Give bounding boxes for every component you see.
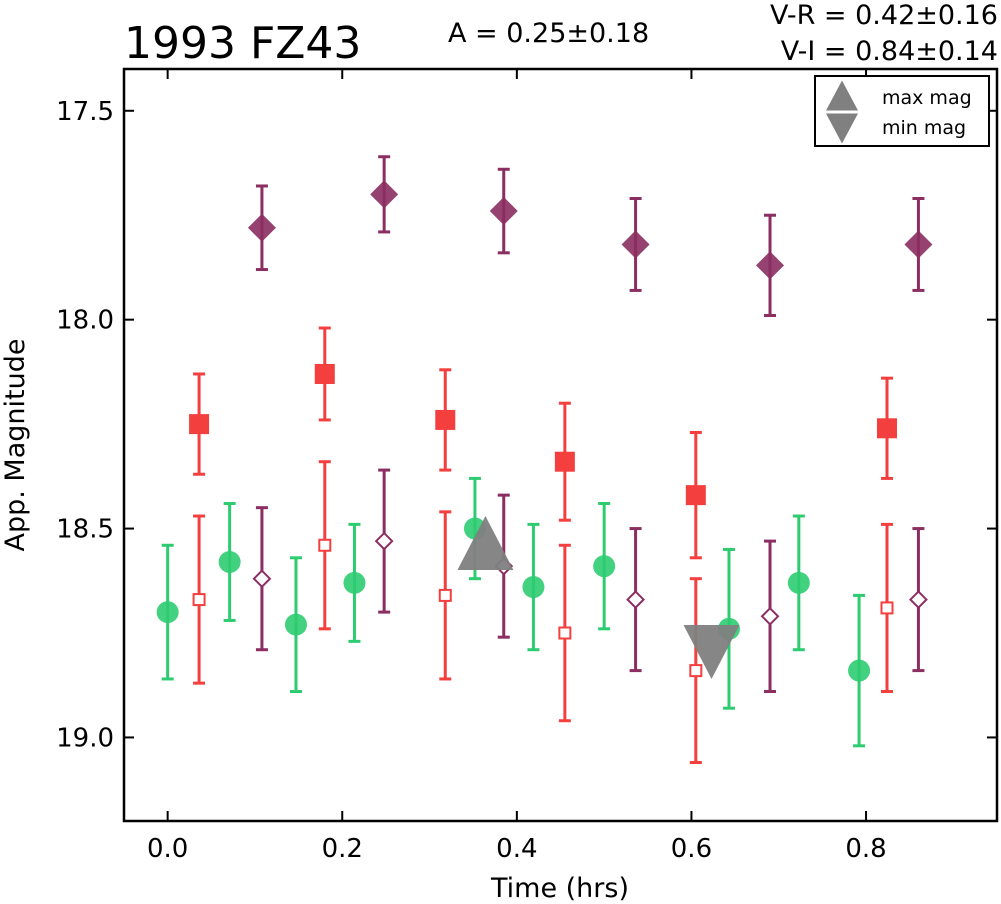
data-point-s1-p5 — [877, 418, 898, 439]
data-point-s3-p5 — [904, 230, 933, 259]
data-point-s2-p3 — [558, 626, 572, 640]
data-point-s0-p3 — [343, 571, 366, 594]
x-axis-label: Time (hrs) — [490, 873, 629, 904]
vi-color-annotation: V-I = 0.84±0.14 — [781, 36, 998, 67]
x-tick-label: 0.0 — [147, 834, 188, 864]
data-point-s2-p5 — [880, 601, 894, 615]
max-mag-marker — [457, 515, 514, 570]
data-point-s4-p3 — [626, 590, 645, 609]
data-point-s3-p3 — [621, 230, 650, 259]
data-point-s0-p1 — [218, 550, 241, 573]
min-mag-marker — [683, 625, 740, 680]
legend-marker-0 — [826, 80, 858, 111]
x-tick-label: 0.6 — [671, 834, 712, 864]
legend-label-1: min mag — [882, 117, 966, 139]
data-point-s0-p0 — [156, 601, 179, 624]
data-point-s4-p1 — [374, 531, 394, 551]
vr-color-annotation: V-R = 0.42±0.16 — [770, 0, 998, 31]
data-point-s1-p4 — [685, 485, 706, 506]
data-point-s3-p0 — [247, 213, 276, 242]
x-tick-label: 0.2 — [322, 834, 363, 864]
data-point-s3-p4 — [756, 251, 785, 280]
y-tick-label: 18.0 — [56, 306, 114, 336]
data-point-s1-p1 — [314, 363, 335, 384]
x-tick-label: 0.4 — [496, 834, 537, 864]
data-point-s1-p2 — [435, 409, 456, 430]
data-point-s3-p1 — [370, 180, 399, 209]
data-point-s1-p3 — [554, 451, 575, 472]
data-point-s2-p4 — [689, 664, 703, 678]
y-axis-label: App. Magnitude — [0, 339, 31, 552]
data-point-s2-p0 — [192, 593, 206, 607]
axis-ticks: 0.0 0.2 0.4 0.6 0.8 17.5 18.0 18.5 19.0 — [56, 69, 997, 864]
plot-frame — [122, 67, 999, 823]
chart-title: 1993 FZ43 — [124, 18, 361, 69]
amplitude-annotation: A = 0.25±0.18 — [448, 18, 649, 49]
data-point-s0-p9 — [848, 659, 871, 682]
legend-entries: max mag min mag — [826, 80, 972, 144]
data-point-s0-p5 — [522, 576, 545, 599]
data-point-s3-p2 — [489, 197, 518, 226]
y-tick-label: 19.0 — [56, 723, 114, 753]
y-tick-label: 18.5 — [56, 515, 114, 545]
data-point-s0-p2 — [284, 613, 307, 636]
data-point-s0-p8 — [787, 571, 810, 594]
data-point-s1-p0 — [189, 414, 210, 435]
legend: max mag min mag — [814, 75, 990, 147]
legend-label-0: max mag — [882, 87, 972, 109]
y-tick-label: 17.5 — [56, 97, 114, 127]
x-tick-label: 0.8 — [845, 834, 886, 864]
plot-area — [156, 155, 933, 765]
legend-marker-1 — [826, 113, 858, 144]
data-point-s2-p2 — [438, 588, 452, 602]
data-point-s2-p1 — [318, 538, 332, 552]
data-point-s0-p6 — [593, 555, 616, 578]
data-point-s4-p5 — [909, 590, 928, 609]
data-point-s4-p0 — [252, 569, 272, 589]
data-point-s4-p4 — [760, 606, 780, 626]
